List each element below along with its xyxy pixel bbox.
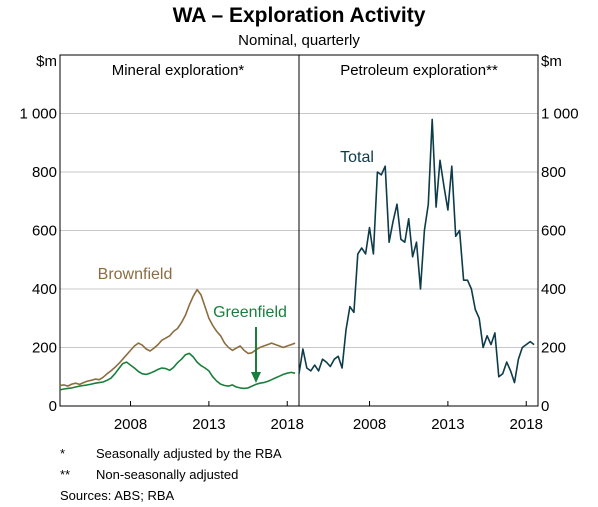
- x-tick-label: 2008: [353, 416, 386, 433]
- footnote-1-text: Seasonally adjusted by the RBA: [96, 446, 282, 461]
- sources-label: Sources:: [60, 488, 112, 503]
- footnote-1-marker: *: [60, 446, 66, 461]
- series-line-total: [298, 118, 535, 384]
- x-tick-label: 2008: [114, 416, 147, 433]
- left-unit-label: $m: [36, 53, 57, 70]
- plot-frame: [59, 54, 539, 407]
- x-tick-label: 2013: [192, 416, 225, 433]
- y-tick-label: 0: [541, 398, 549, 415]
- sources-line: Sources: ABS; RBA: [60, 488, 360, 504]
- y-tick-label: 200: [541, 340, 566, 357]
- y-tick-label: 1 000: [541, 106, 579, 123]
- y-tick-label: 200: [32, 340, 57, 357]
- footnote-2-text: Non-seasonally adjusted: [96, 467, 239, 482]
- greenfield-arrow-head: [251, 372, 261, 383]
- y-tick-label: 400: [541, 281, 566, 298]
- series-line-greenfield: [59, 352, 296, 391]
- x-tick-label: 2018: [510, 416, 543, 433]
- y-tick-label: 600: [32, 223, 57, 240]
- y-tick-label: 400: [32, 281, 57, 298]
- y-tick-label: 800: [541, 164, 566, 181]
- x-tick-label: 2018: [271, 416, 304, 433]
- left-panel-title: Mineral exploration*: [112, 62, 245, 79]
- brownfield-annotation: Brownfield: [98, 266, 173, 283]
- right-unit-label: $m: [541, 53, 562, 70]
- chart-title: WA – Exploration Activity: [173, 4, 426, 27]
- footnote-1: * Seasonally adjusted by the RBA: [60, 446, 360, 462]
- sources-text: ABS; RBA: [114, 488, 175, 503]
- y-tick-label: 800: [32, 164, 57, 181]
- right-panel-title: Petroleum exploration**: [340, 62, 498, 79]
- y-tick-label: 600: [541, 223, 566, 240]
- series-layer: [59, 118, 535, 391]
- total-annotation: Total: [340, 149, 374, 166]
- grid: [60, 113, 538, 348]
- footnote-2-marker: **: [60, 467, 71, 482]
- y-tick-label: 0: [49, 398, 57, 415]
- greenfield-annotation: Greenfield: [213, 304, 287, 321]
- y-tick-label: 1 000: [19, 106, 57, 123]
- chart-subtitle: Nominal, quarterly: [238, 32, 360, 49]
- x-tick-label: 2013: [431, 416, 464, 433]
- footnote-2: ** Non-seasonally adjusted: [60, 467, 360, 483]
